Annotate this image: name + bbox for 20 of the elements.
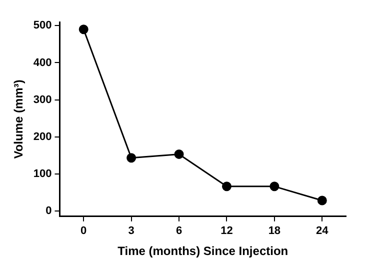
y-axis-title: Volume (mm³) — [12, 80, 26, 159]
y-tick-label: 400 — [33, 56, 52, 69]
y-tick-label: 0 — [46, 204, 52, 217]
y-tick-label: 500 — [33, 20, 52, 32]
y-tick-label: 300 — [33, 94, 52, 106]
point — [174, 149, 184, 159]
x-axis-title: Time (months) Since Injection — [118, 244, 288, 258]
point — [126, 153, 136, 163]
y-tick-label: 200 — [33, 130, 52, 143]
point — [270, 182, 280, 192]
x-tick-label: 24 — [316, 225, 330, 238]
point — [317, 196, 327, 206]
point — [222, 182, 232, 192]
y-tick-label: 100 — [33, 168, 52, 180]
x-tick-label: 12 — [220, 225, 233, 238]
point — [78, 24, 88, 34]
x-tick-label: 3 — [128, 225, 134, 238]
x-tick-label: 0 — [80, 225, 87, 238]
x-tick-label: 18 — [268, 225, 281, 238]
x-tick-label: 6 — [176, 225, 182, 238]
